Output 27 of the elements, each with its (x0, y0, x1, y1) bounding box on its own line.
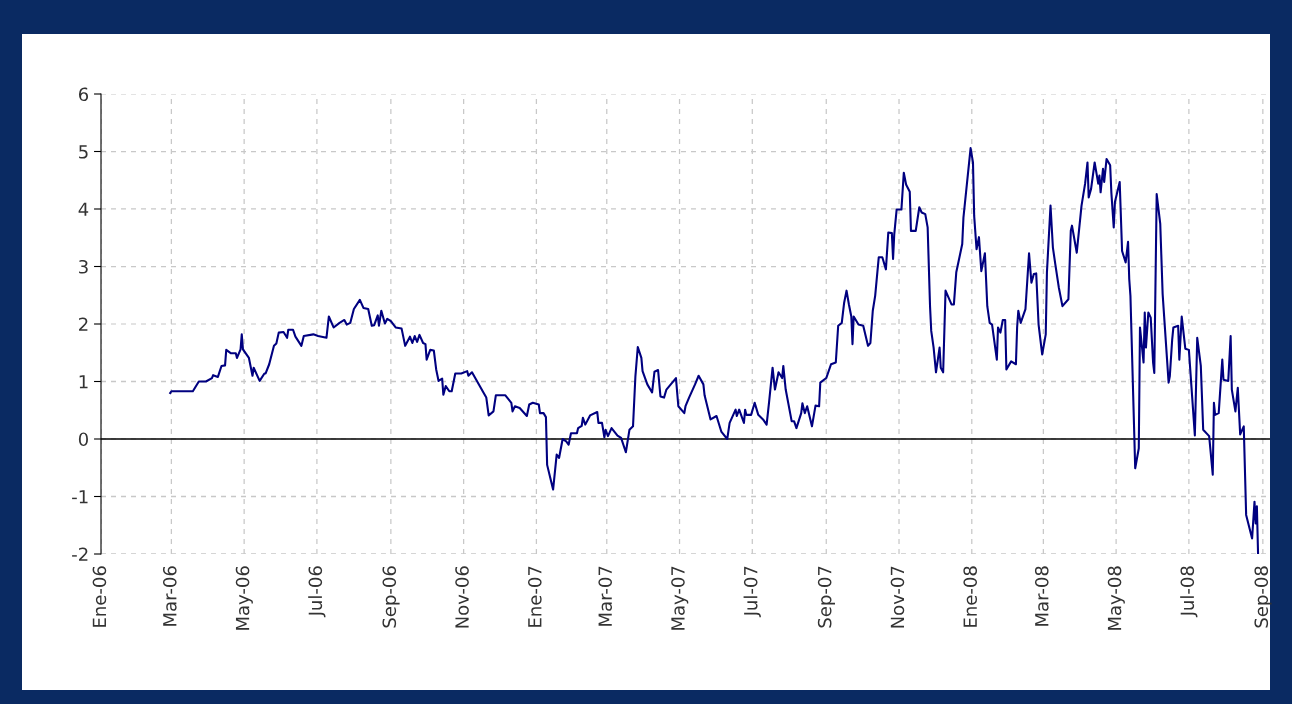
x-tick-label: Ene-06 (92, 566, 107, 627)
x-tick-label: Mar-06 (162, 566, 177, 626)
x-tick-label: Jul-06 (308, 566, 326, 618)
x-tick-label: Jul-07 (743, 566, 761, 618)
x-tick-label: Ene-07 (527, 566, 542, 627)
x-tick-label: Nov-07 (890, 566, 905, 628)
x-tick-label: Nov-06 (455, 566, 469, 628)
x-tick-label: Sep-08 (1254, 566, 1272, 628)
x-tick-label: Jul-08 (1180, 566, 1198, 618)
y-tick-label: 6 (78, 87, 89, 102)
y-tick-label: -1 (72, 490, 88, 504)
y-tick-label: 0 (78, 432, 88, 447)
x-tick-label: May-06 (235, 566, 253, 630)
y-tick-label: 5 (79, 145, 88, 159)
y-tick-label: 4 (78, 202, 89, 216)
line-series (169, 147, 1260, 554)
x-tick-label: Mar-08 (1034, 566, 1049, 626)
x-tick-label: Mar-07 (598, 566, 613, 626)
y-tick-label: 1 (79, 375, 88, 389)
y-tick-label: 3 (79, 259, 88, 274)
x-tick-label: Ene-08 (963, 566, 978, 627)
x-tick-label: May-07 (671, 566, 689, 630)
x-tick-label: Sep-06 (382, 566, 400, 628)
y-tick-label: -2 (72, 547, 88, 561)
x-tick-label: May-08 (1107, 566, 1125, 630)
y-tick-label: 2 (79, 317, 88, 331)
x-tick-label: Sep-07 (817, 566, 835, 628)
